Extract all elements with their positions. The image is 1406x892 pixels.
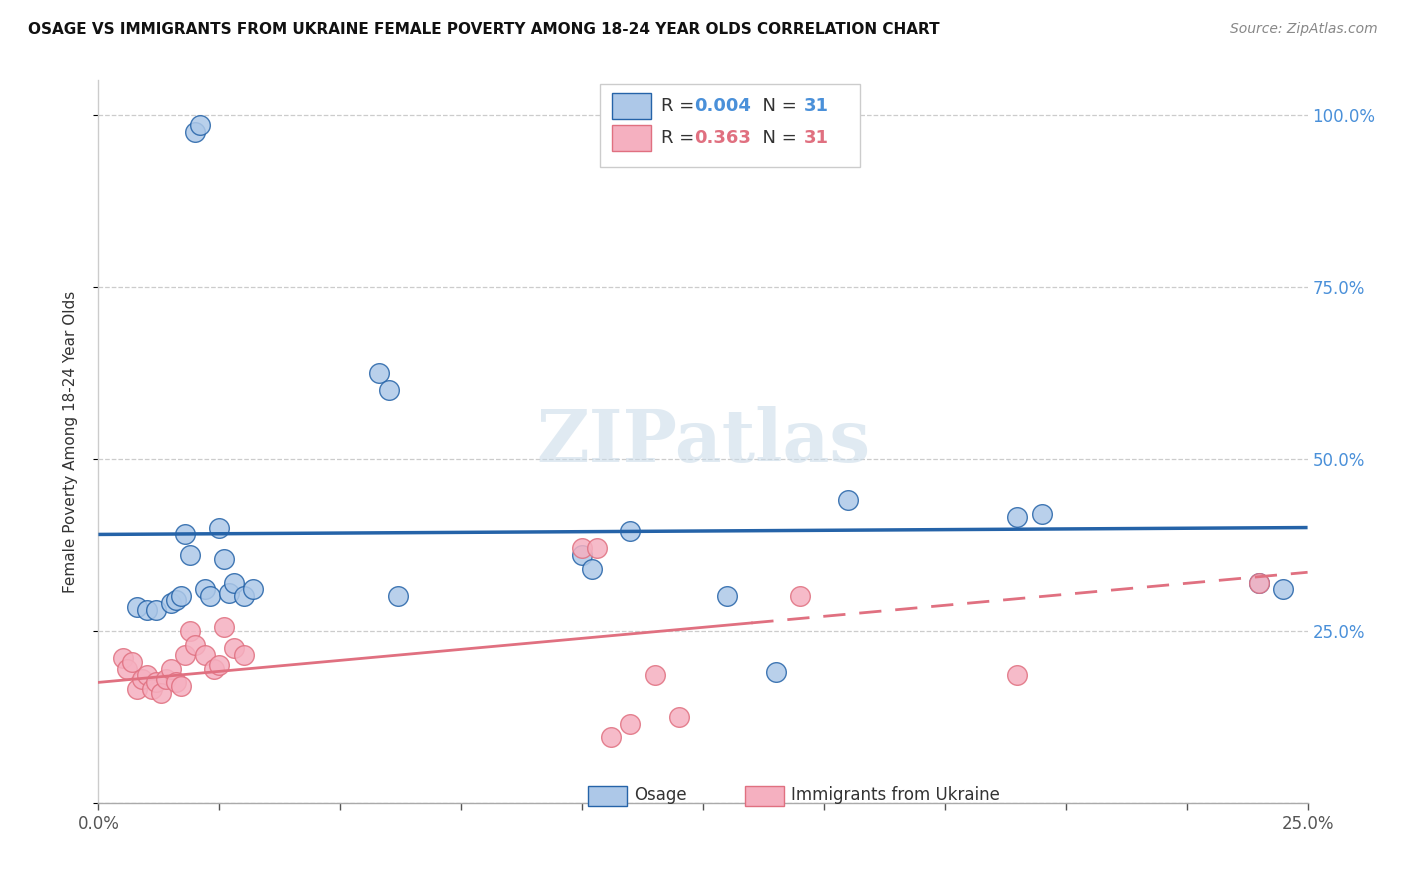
Point (111, 651, 134, 665)
Point (160, 662, 183, 676)
Point (150, 686, 173, 700)
Y-axis label: Female Poverty Among 18-24 Year Olds: Female Poverty Among 18-24 Year Olds (63, 291, 77, 592)
Point (135, 668, 157, 682)
Text: 0.363: 0.363 (695, 129, 751, 147)
Point (1249, 575, 1271, 590)
Point (127, 599, 149, 614)
Point (165, 592, 187, 607)
Point (135, 603, 157, 617)
Point (1007, 510, 1029, 524)
Point (242, 582, 264, 597)
Point (194, 648, 217, 662)
Point (174, 527, 197, 541)
Point (194, 582, 217, 597)
Point (571, 548, 593, 562)
Point (204, 662, 226, 676)
Point (198, 590, 221, 604)
Point (1007, 668, 1029, 682)
Point (644, 668, 666, 682)
Point (169, 590, 191, 604)
Point (174, 648, 197, 662)
Point (212, 620, 235, 634)
Text: 31: 31 (803, 129, 828, 147)
Point (232, 590, 254, 604)
Point (160, 596, 183, 610)
FancyBboxPatch shape (613, 93, 651, 119)
Point (377, 383, 399, 397)
Text: OSAGE VS IMMIGRANTS FROM UKRAINE FEMALE POVERTY AMONG 18-24 YEAR OLDS CORRELATIO: OSAGE VS IMMIGRANTS FROM UKRAINE FEMALE … (28, 22, 939, 37)
Point (208, 520, 231, 534)
Point (179, 548, 201, 562)
Point (145, 675, 167, 690)
Text: N =: N = (751, 96, 803, 114)
Point (368, 366, 391, 380)
Point (1031, 507, 1053, 521)
Text: 31: 31 (803, 96, 828, 114)
Text: Immigrants from Ukraine: Immigrants from Ukraine (792, 786, 1000, 804)
Point (131, 672, 153, 686)
Point (127, 682, 149, 697)
Point (716, 590, 738, 604)
Point (571, 541, 593, 556)
Point (117, 662, 139, 676)
Point (165, 675, 187, 690)
Point (222, 640, 245, 655)
Point (179, 624, 201, 638)
Point (619, 716, 641, 731)
Point (184, 638, 207, 652)
Point (169, 679, 191, 693)
Point (218, 586, 240, 600)
Text: Osage: Osage (634, 786, 686, 804)
Point (188, 118, 211, 132)
Point (585, 541, 607, 556)
Text: R =: R = (661, 96, 700, 114)
Point (141, 682, 163, 697)
Point (387, 590, 409, 604)
FancyBboxPatch shape (600, 84, 860, 167)
Point (208, 658, 231, 673)
FancyBboxPatch shape (588, 786, 627, 806)
Text: ZIPatlas: ZIPatlas (536, 406, 870, 477)
FancyBboxPatch shape (745, 786, 785, 806)
Point (145, 603, 167, 617)
FancyBboxPatch shape (613, 125, 651, 151)
Point (222, 575, 245, 590)
Point (1272, 582, 1295, 597)
Point (1249, 575, 1271, 590)
Point (232, 648, 254, 662)
Point (121, 655, 143, 669)
Point (837, 493, 859, 508)
Text: R =: R = (661, 129, 700, 147)
Point (184, 125, 207, 139)
Point (155, 672, 177, 686)
Point (212, 551, 235, 566)
Text: N =: N = (751, 129, 803, 147)
Point (581, 562, 603, 576)
Point (619, 524, 641, 538)
Point (668, 710, 690, 724)
Point (789, 590, 811, 604)
Text: 0.004: 0.004 (695, 96, 751, 114)
Point (600, 731, 623, 745)
Text: Source: ZipAtlas.com: Source: ZipAtlas.com (1230, 22, 1378, 37)
Point (765, 665, 787, 679)
